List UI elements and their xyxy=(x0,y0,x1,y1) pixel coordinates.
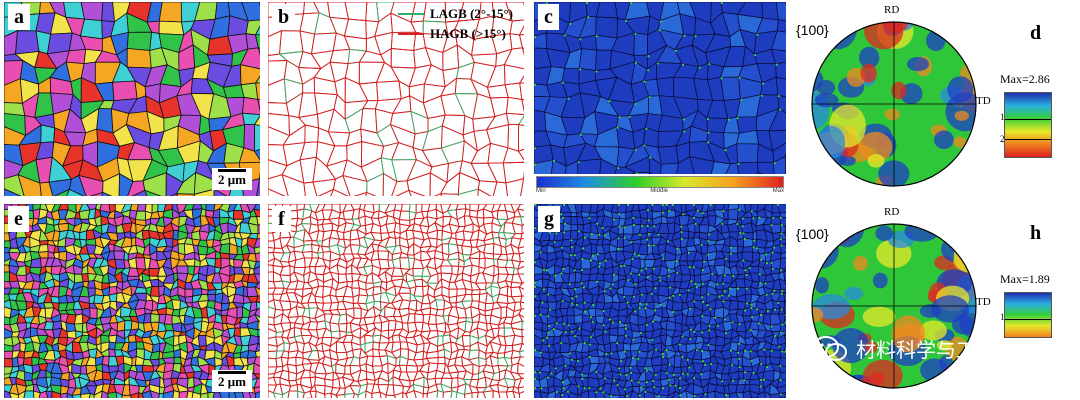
pole-figure-title-h: {100} xyxy=(796,226,829,242)
panel-g-kam-map: g xyxy=(534,204,786,398)
pole-figure-tick-h-1: 1 xyxy=(1000,312,1005,322)
panel-b-grain-boundary-map: b xyxy=(268,2,524,196)
panel-c-kam-map: c xyxy=(534,2,786,174)
panel-label-f: f xyxy=(272,206,291,232)
watermark: 材料科学与工程 xyxy=(812,334,996,363)
pole-figure-title-d: {100} xyxy=(796,22,829,38)
pole-figure-rd-h: RD xyxy=(884,206,900,218)
panel-e-ipf-map: e 2 μm xyxy=(4,204,260,398)
pole-figure-tick-d-2: 2 xyxy=(1000,134,1005,144)
hagb-swatch xyxy=(398,33,424,35)
kam-max-label: Max xyxy=(772,188,784,194)
scale-bar-label-a: 2 μm xyxy=(218,172,246,187)
kam-middle-label: Middle xyxy=(650,188,668,194)
pole-figure-rd-d: RD xyxy=(884,4,900,16)
panel-label-e: e xyxy=(8,206,29,232)
pole-figure-max-d: Max=2.86 xyxy=(1000,72,1050,86)
panel-label-d: d xyxy=(1030,22,1042,44)
kam-color-scale: Min Middle Max xyxy=(536,176,784,194)
lagb-swatch xyxy=(398,13,424,15)
hagb-label: HAGB (>15°) xyxy=(430,26,506,41)
wechat-icon xyxy=(813,335,847,361)
scale-bar-label-e: 2 μm xyxy=(218,374,246,389)
lagb-label: LAGB (2°-15°) xyxy=(430,6,513,21)
kam-gradient xyxy=(536,176,784,188)
panel-label-a: a xyxy=(8,4,30,30)
pole-figure-scale-h xyxy=(1004,292,1052,338)
scale-bar-e: 2 μm xyxy=(212,370,252,392)
panel-label-g: g xyxy=(538,206,560,232)
panel-label-c: c xyxy=(538,4,559,30)
pole-figure-h xyxy=(811,223,977,389)
panel-a-ipf-map: a 2 μm xyxy=(4,2,260,196)
kam-min-label: Min xyxy=(536,188,546,194)
pole-figure-tick-d-1: 1 xyxy=(1000,112,1005,122)
panel-label-h: h xyxy=(1030,222,1042,244)
pole-figure-max-h: Max=1.89 xyxy=(1000,272,1050,286)
watermark-text: 材料科学与工程 xyxy=(856,338,996,362)
pole-figure-d xyxy=(811,21,977,187)
scale-bar-a: 2 μm xyxy=(212,168,252,190)
panel-f-grain-boundary-map: f xyxy=(268,204,524,398)
grain-boundary-legend: LAGB (2°-15°) HAGB (>15°) xyxy=(398,4,513,44)
panel-label-b: b xyxy=(272,4,296,30)
pole-figure-scale-d xyxy=(1004,92,1052,158)
pole-figure-td-d: TD xyxy=(976,95,991,107)
pole-figure-td-h: TD xyxy=(976,296,991,308)
